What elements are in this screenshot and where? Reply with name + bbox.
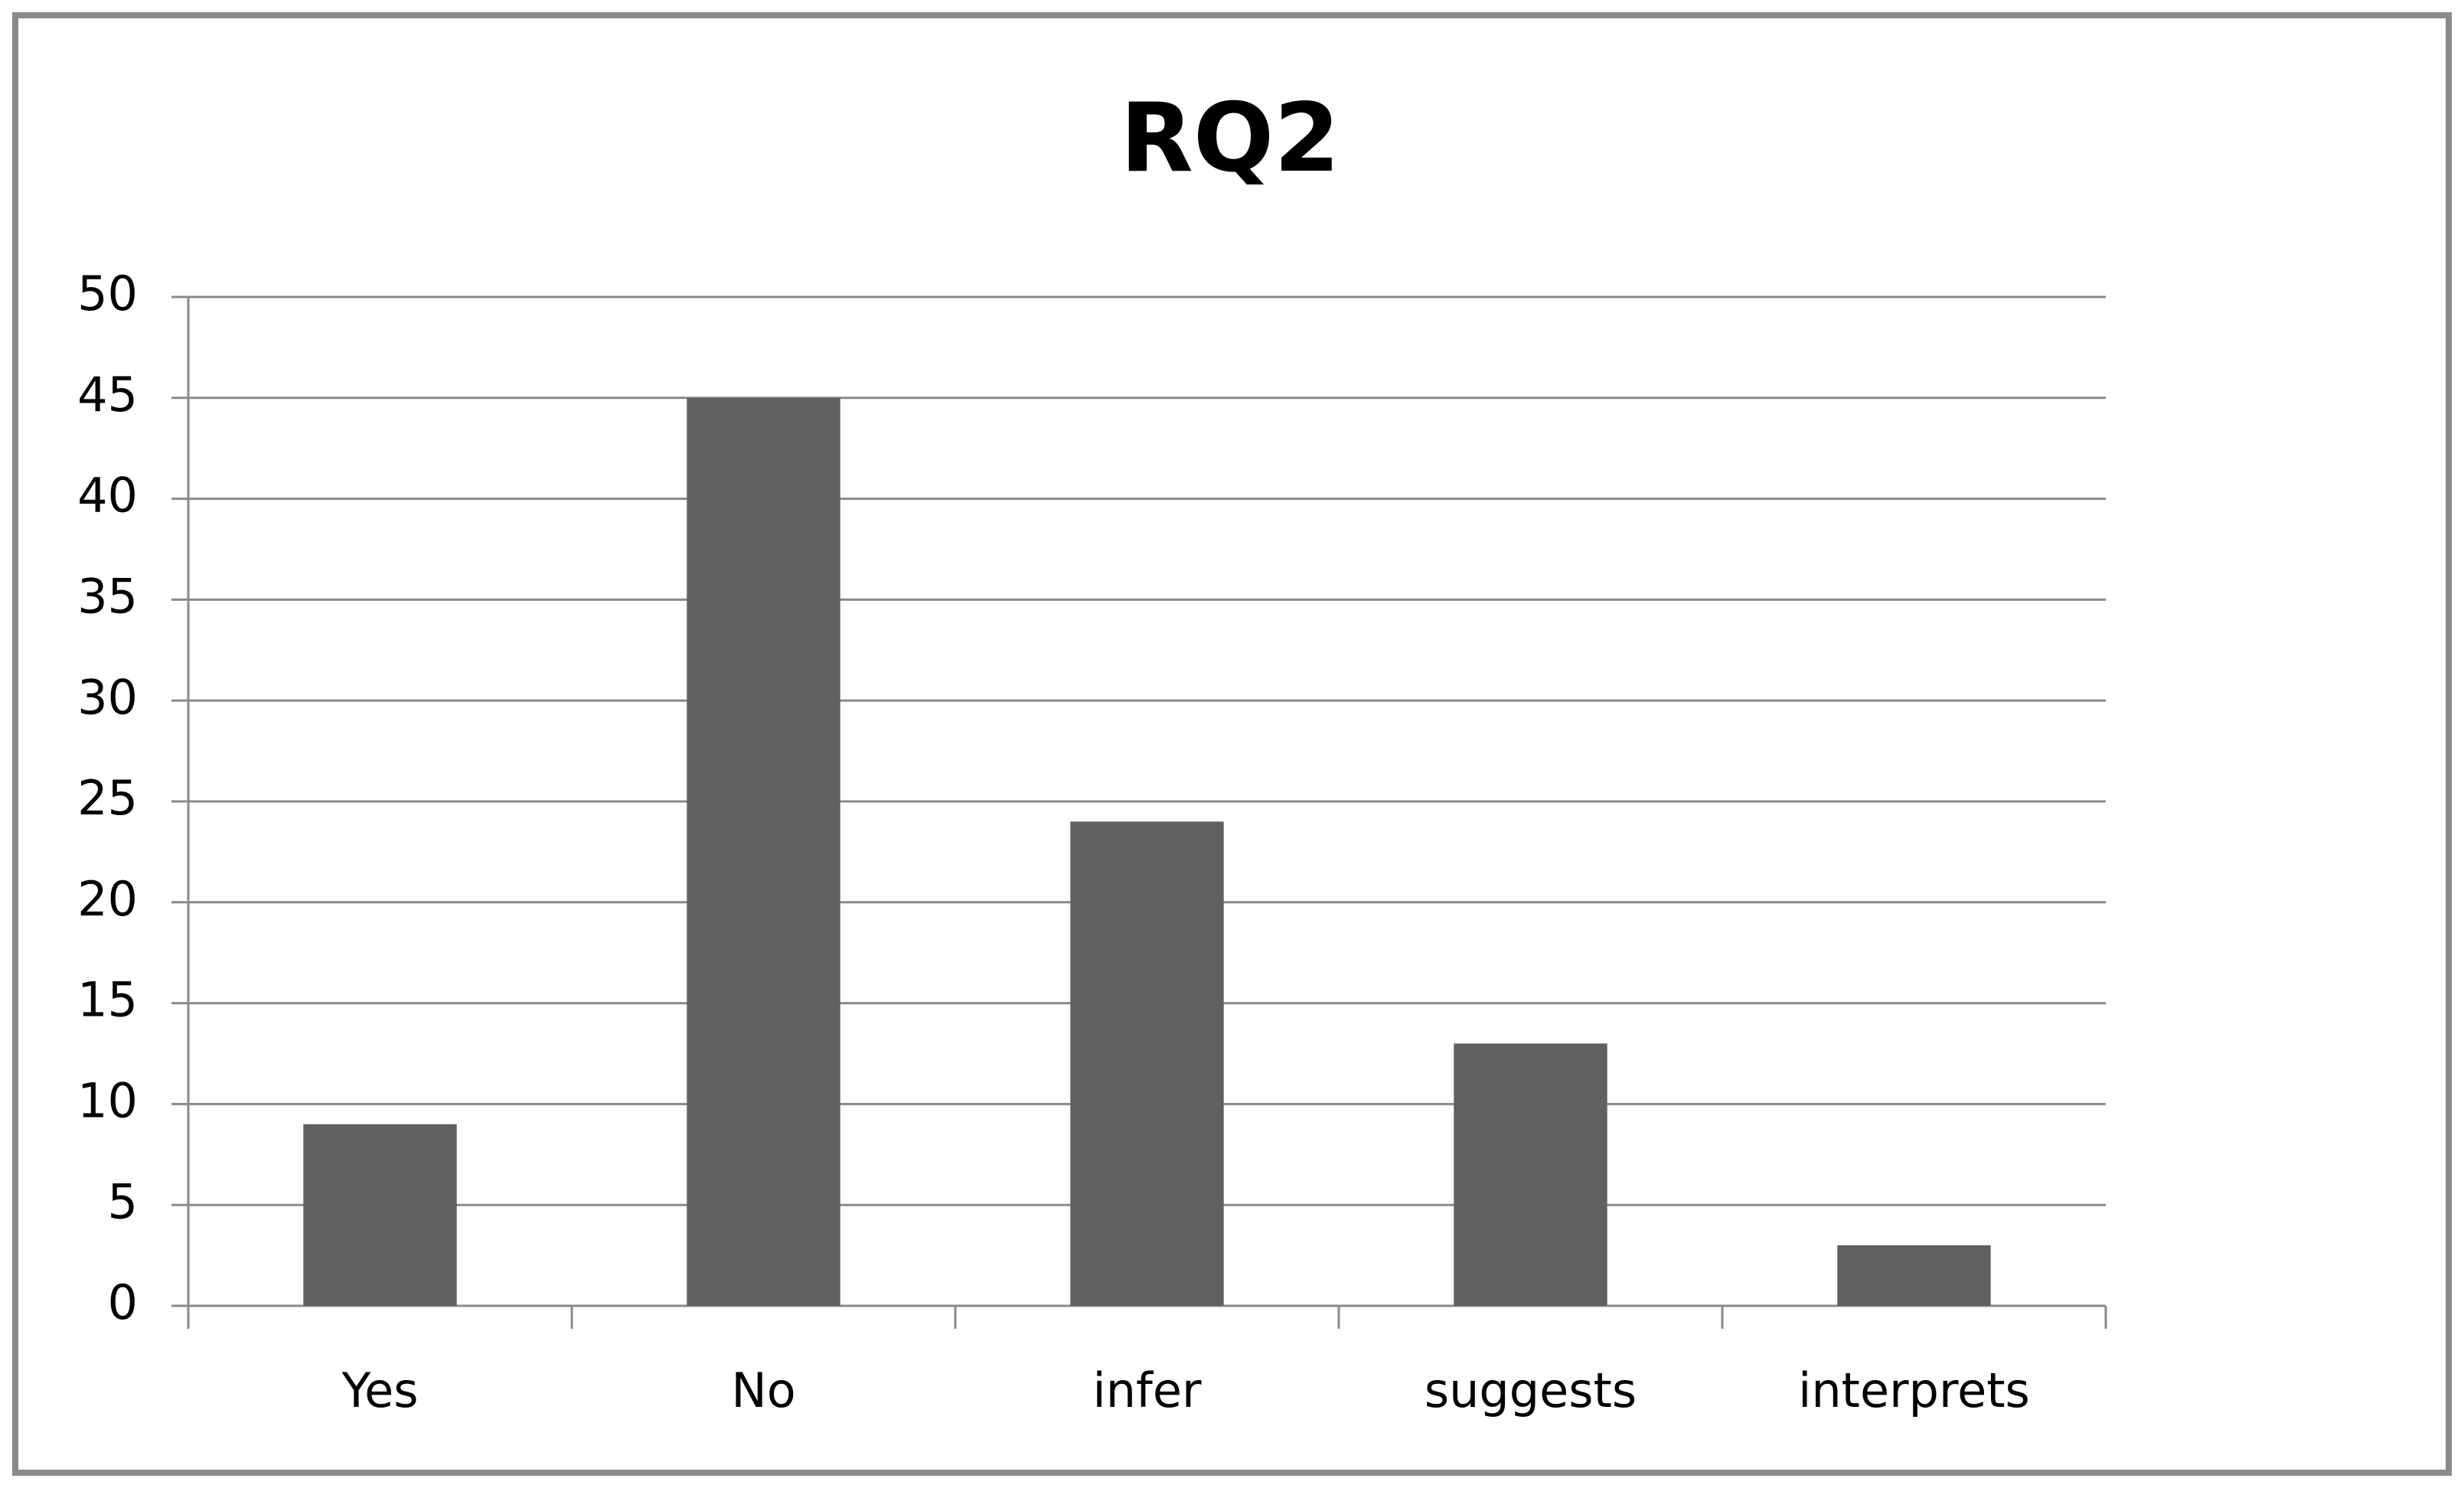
- x-tick-label: interprets: [1798, 1362, 2030, 1418]
- x-tick-label: No: [731, 1362, 795, 1418]
- y-tick-label: 50: [77, 266, 138, 321]
- x-tick-label: Yes: [341, 1362, 418, 1418]
- bar: [687, 397, 840, 1306]
- y-tick-label: 25: [77, 770, 138, 826]
- x-tick-label: suggests: [1425, 1362, 1637, 1418]
- bar: [303, 1124, 457, 1306]
- bar: [1070, 821, 1224, 1306]
- chart-title: RQ2: [1120, 83, 1340, 194]
- y-tick-label: 40: [77, 468, 138, 524]
- y-tick-label: 10: [77, 1072, 138, 1128]
- y-tick-label: 35: [77, 568, 138, 624]
- y-tick-label: 15: [77, 972, 138, 1028]
- y-tick-label: 45: [77, 367, 138, 423]
- y-tick-label: 0: [108, 1274, 138, 1330]
- y-tick-label: 5: [108, 1173, 138, 1229]
- x-tick-label: infer: [1093, 1362, 1202, 1418]
- bar: [1454, 1043, 1607, 1306]
- y-tick-label: 20: [77, 871, 138, 927]
- y-tick-label: 30: [77, 669, 138, 725]
- bar: [1837, 1245, 1991, 1306]
